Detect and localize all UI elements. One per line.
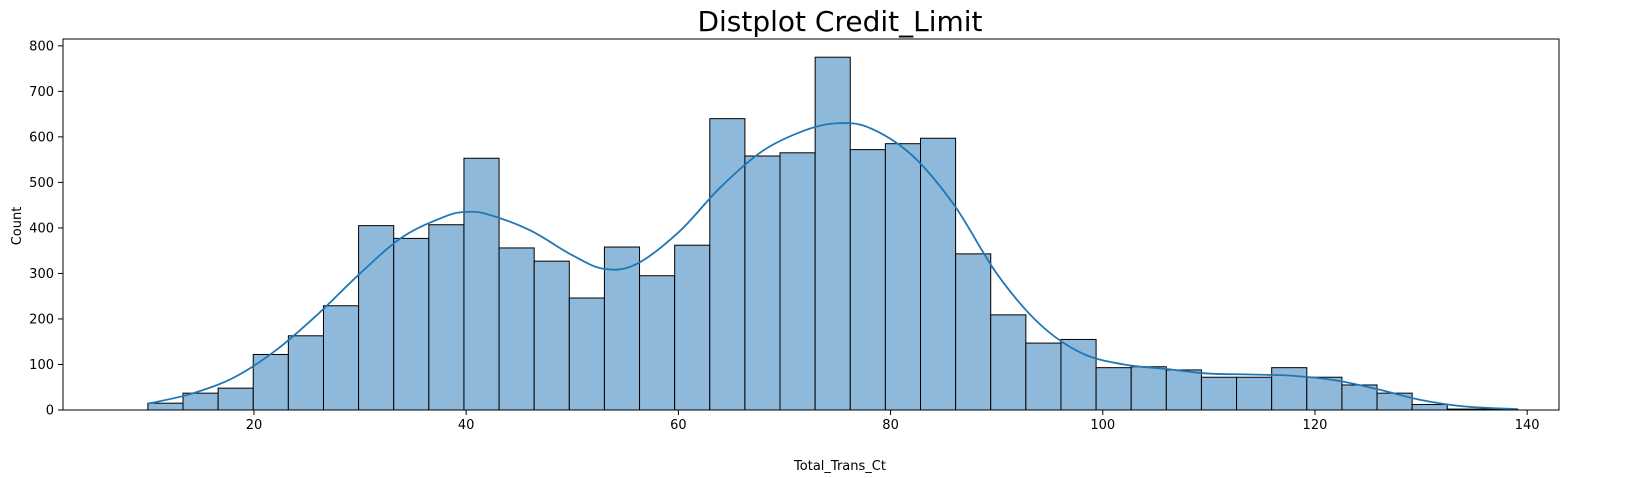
histogram-bar bbox=[182, 392, 219, 411]
histogram-bar bbox=[639, 275, 676, 411]
x-tick-label: 100 bbox=[1090, 418, 1115, 433]
histogram-bar bbox=[1060, 338, 1097, 411]
x-tick-label: 80 bbox=[882, 418, 899, 433]
histogram-bar bbox=[322, 305, 360, 411]
y-tick-label: 0 bbox=[46, 404, 54, 419]
histogram-bar bbox=[990, 314, 1027, 411]
histogram-bar bbox=[814, 56, 851, 411]
histogram-bar bbox=[849, 149, 886, 411]
histogram-bar bbox=[498, 247, 535, 411]
histogram-bar bbox=[1271, 367, 1308, 411]
x-tick-label: 60 bbox=[670, 418, 687, 433]
y-tick-label: 600 bbox=[29, 130, 54, 145]
histogram-bar bbox=[674, 244, 711, 411]
y-tick-label: 200 bbox=[29, 312, 54, 327]
histogram-bar bbox=[358, 225, 395, 411]
histogram-bar bbox=[533, 260, 570, 411]
histogram-bar bbox=[919, 137, 957, 411]
histogram-bar bbox=[955, 253, 992, 411]
histogram-bar bbox=[1306, 376, 1343, 411]
y-tick-label: 100 bbox=[29, 358, 54, 373]
histogram-bar bbox=[393, 237, 430, 411]
plot-frame bbox=[62, 38, 1560, 411]
histogram-bar bbox=[1025, 342, 1062, 411]
histogram-bar bbox=[779, 152, 816, 411]
y-tick-label: 800 bbox=[29, 39, 54, 54]
y-axis-label: Count bbox=[10, 207, 25, 246]
x-axis: 20 40 60 80 100 120 140 bbox=[246, 410, 1540, 433]
histogram-bar bbox=[884, 143, 921, 411]
histogram-bar bbox=[744, 155, 781, 411]
histogram-bar bbox=[709, 118, 746, 411]
y-tick-label: 300 bbox=[29, 267, 54, 282]
histogram-bar bbox=[1376, 392, 1413, 411]
histogram-bar bbox=[1165, 369, 1202, 411]
histogram-bar bbox=[1200, 376, 1238, 411]
y-tick-label: 400 bbox=[29, 221, 54, 236]
y-axis: 0 100 200 300 400 500 600 700 800 bbox=[29, 39, 63, 419]
histogram-bar bbox=[463, 157, 500, 411]
kde-line bbox=[147, 122, 1517, 410]
bars-layer bbox=[147, 56, 1519, 411]
histogram-bar bbox=[603, 246, 641, 411]
x-tick-label: 40 bbox=[458, 418, 475, 433]
chart-title: Distplot Credit_Limit bbox=[697, 5, 982, 38]
x-tick-label: 120 bbox=[1303, 418, 1328, 433]
histogram-bar bbox=[1236, 376, 1273, 411]
histogram-bar bbox=[1130, 366, 1167, 411]
histogram-bar bbox=[147, 402, 184, 411]
x-axis-label: Total_Trans_Ct bbox=[793, 459, 886, 474]
histogram-bar bbox=[252, 353, 289, 411]
histogram-bar bbox=[287, 335, 324, 411]
histogram-bar bbox=[217, 387, 254, 411]
histogram-bar bbox=[428, 224, 465, 411]
y-tick-label: 700 bbox=[29, 85, 54, 100]
x-tick-label: 140 bbox=[1515, 418, 1540, 433]
x-tick-label: 20 bbox=[246, 418, 263, 433]
histogram-bar bbox=[1411, 404, 1448, 411]
y-tick-label: 500 bbox=[29, 176, 54, 191]
histogram-bar bbox=[568, 297, 605, 411]
histogram-bar bbox=[1095, 367, 1132, 411]
